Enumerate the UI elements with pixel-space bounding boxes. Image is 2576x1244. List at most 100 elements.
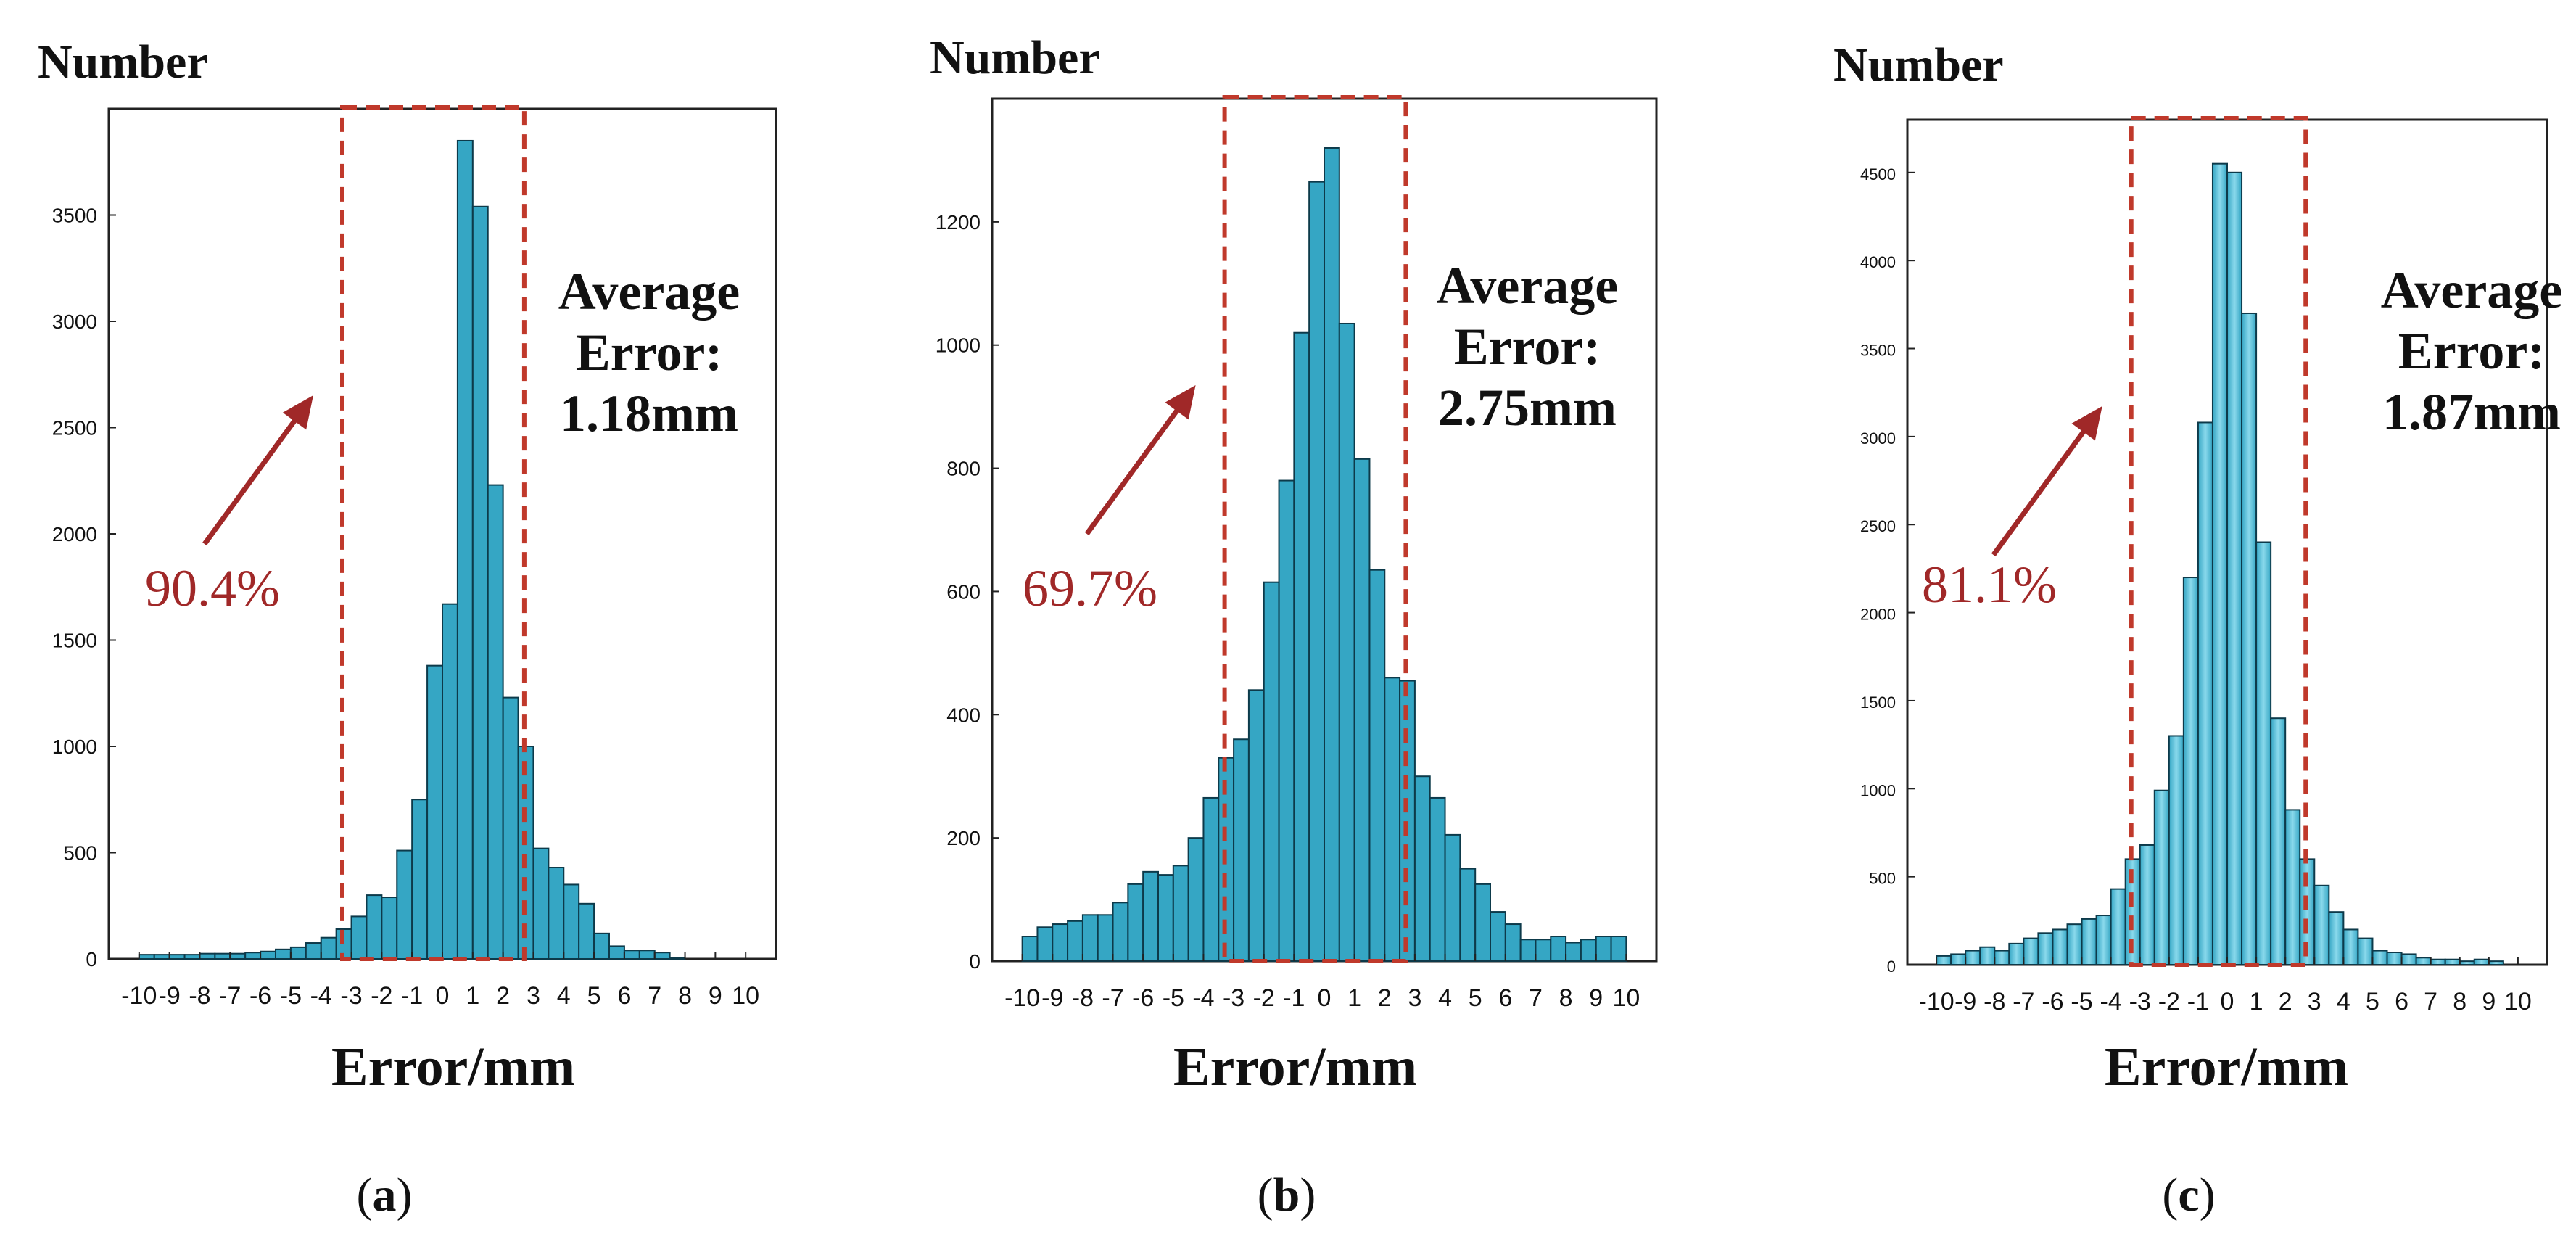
x-tick-label: -10 xyxy=(1004,984,1040,1012)
x-tick-label: 8 xyxy=(678,982,692,1010)
y-tick-label: 3000 xyxy=(52,310,97,333)
x-tick-label: 6 xyxy=(2395,988,2408,1016)
y-tick-label: 1500 xyxy=(1860,693,1896,712)
histogram-bar xyxy=(2342,928,2359,966)
x-tick-label: -1 xyxy=(2187,988,2209,1016)
histogram-bar xyxy=(1429,796,1446,963)
histogram-bar xyxy=(1247,689,1265,962)
x-tick-label: -6 xyxy=(2042,988,2063,1016)
histogram-bar xyxy=(229,952,247,960)
x-tick-label: -6 xyxy=(1132,984,1154,1012)
histogram-bar xyxy=(1081,914,1099,963)
x-tick-label: -5 xyxy=(2071,988,2092,1016)
x-tick-label: 0 xyxy=(2221,988,2234,1016)
histogram-bar xyxy=(199,952,216,960)
highlight-percent: 69.7% xyxy=(1023,559,1157,617)
histogram-bar xyxy=(502,696,519,960)
x-tick-label: 2 xyxy=(496,982,510,1010)
y-tick-label: 500 xyxy=(1869,870,1896,888)
histogram-bar xyxy=(1595,936,1612,962)
arrow-head xyxy=(1165,385,1196,420)
histogram-bar xyxy=(2095,915,2112,965)
avg-line-3: 2.75mm xyxy=(1438,379,1617,437)
x-tick-label: -8 xyxy=(1983,988,2005,1016)
histogram-bar xyxy=(1293,331,1310,962)
x-tick-label: -4 xyxy=(310,982,332,1010)
avg-line-2: Error: xyxy=(2398,322,2546,380)
x-tick-label: 0 xyxy=(1318,984,1332,1012)
x-tick-label: 4 xyxy=(2337,988,2350,1016)
x-tick-label: -8 xyxy=(1072,984,1094,1012)
histogram-b: -10 -9 -8 -7 -6 -5 -4 -3 -2 -1 0 1 2 3 4 5 6 7 8 9 100200400… xyxy=(936,95,1658,1012)
highlight-percent: 90.4% xyxy=(145,559,280,617)
histogram-bar xyxy=(1413,775,1431,962)
y-tick-label: 1000 xyxy=(936,334,981,357)
average-error-annotation: Average Error: 1.18mm xyxy=(558,261,740,444)
x-axis-label: Error/mm xyxy=(1173,1037,1418,1097)
histogram-bar xyxy=(2313,884,2330,965)
x-tick-label: -2 xyxy=(371,982,392,1010)
histogram-bar xyxy=(1474,883,1492,962)
histogram-bar xyxy=(563,883,580,960)
y-tick-label: 0 xyxy=(1887,957,1896,976)
arrow-shaft xyxy=(1084,397,1188,536)
y-tick-label: 2500 xyxy=(1860,517,1896,535)
x-axis-label: Error/mm xyxy=(331,1037,576,1097)
histogram-bar xyxy=(578,902,595,960)
histogram-bar xyxy=(1368,569,1386,962)
x-tick-label: 10 xyxy=(732,982,759,1010)
x-tick-label: -8 xyxy=(189,982,210,1010)
histogram-bar xyxy=(1067,920,1083,962)
y-tick-label: 3500 xyxy=(1860,342,1896,360)
x-tick-label: 2 xyxy=(1378,984,1392,1012)
avg-line-2: Error: xyxy=(575,324,723,382)
histogram-bar xyxy=(2211,162,2228,965)
avg-line-1: Average xyxy=(558,263,740,321)
histogram-bar xyxy=(1565,942,1582,963)
histogram-bar xyxy=(2168,735,2184,966)
histogram-bar xyxy=(2226,171,2243,965)
x-tick-label: -9 xyxy=(159,982,181,1010)
x-tick-label: -5 xyxy=(280,982,302,1010)
x-tick-label: 10 xyxy=(1612,984,1640,1012)
histogram-bar xyxy=(2270,717,2287,965)
histogram-bar xyxy=(1490,911,1506,962)
histogram-bar xyxy=(2386,952,2403,965)
x-tick-label: -3 xyxy=(2129,988,2151,1016)
histogram-bar xyxy=(1950,953,1967,965)
histogram-bar xyxy=(2444,958,2461,965)
y-tick-label: 1000 xyxy=(1860,781,1896,799)
histogram-bar xyxy=(138,954,155,960)
histogram-bar xyxy=(2400,953,2417,965)
histogram-bar xyxy=(1324,147,1340,962)
x-tick-label: 7 xyxy=(2424,988,2437,1016)
histogram-bar xyxy=(2197,421,2213,965)
histogram-bar xyxy=(350,915,368,960)
histogram-bar xyxy=(593,932,610,960)
avg-line-1: Average xyxy=(2380,261,2563,319)
panel-b: Number -10 -9 -8 -7 -6 -5 -4 -3 -2 -1 0 1 2 3 4 5 6 7 8 9 10… xyxy=(859,0,1717,1244)
histogram-bar xyxy=(1535,939,1552,963)
histogram-c: -10 -9 -8 -7 -6 -5 -4 -3 -2 -1 0 1 2 3 4 5 6 7 8 9 100500100… xyxy=(1860,116,2548,1016)
x-tick-label: 6 xyxy=(617,982,631,1010)
histogram-bar xyxy=(1550,936,1567,962)
x-tick-label: -2 xyxy=(2158,988,2180,1016)
y-tick-label: 0 xyxy=(969,950,981,973)
x-tick-label: 4 xyxy=(557,982,571,1010)
histogram-bar xyxy=(2241,312,2258,965)
x-tick-label: -4 xyxy=(2100,988,2122,1016)
x-tick-label: -5 xyxy=(1163,984,1184,1012)
x-tick-label: 8 xyxy=(2453,988,2466,1016)
avg-line-3: 1.18mm xyxy=(560,384,738,442)
histogram-bar xyxy=(442,603,458,960)
histogram-bar xyxy=(1504,923,1522,962)
y-tick-label: 3500 xyxy=(52,205,97,227)
y-axis-label: Number xyxy=(38,36,208,88)
average-error-annotation: Average Error: 2.75mm xyxy=(1437,255,1619,438)
histogram-bar xyxy=(1097,914,1114,963)
histogram-bar xyxy=(2459,960,2475,966)
histogram-bar xyxy=(1172,865,1189,962)
histogram-bar xyxy=(1112,902,1129,963)
y-tick-label: 2500 xyxy=(52,417,97,440)
histogram-bar xyxy=(289,946,307,960)
